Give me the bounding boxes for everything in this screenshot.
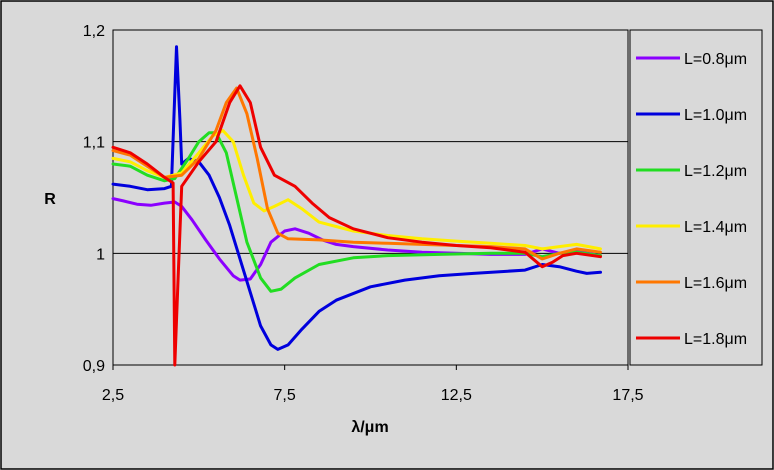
y-axis-ticks: 0,9 1 1,1 1,2 <box>83 23 105 375</box>
legend-label: L=1.0μm <box>684 107 747 124</box>
x-axis-title: λ/μm <box>351 419 388 436</box>
y-tick-label: 1 <box>96 246 105 263</box>
y-tick-label: 1,1 <box>83 135 105 152</box>
series-line-2 <box>111 45 602 351</box>
x-tick-label: 12,5 <box>441 387 472 404</box>
legend-box <box>629 29 763 366</box>
y-tick-label: 0,9 <box>83 358 105 375</box>
x-tick-label: 2,5 <box>102 387 124 404</box>
y-axis-title: R <box>44 191 56 208</box>
legend-label: L=1.4μm <box>684 219 747 236</box>
x-tick-label: 17,5 <box>612 387 643 404</box>
legend-label: L=1.6μm <box>684 275 747 292</box>
plot-area <box>112 29 629 366</box>
x-axis-ticks: 2,5 7,5 12,5 17,5 <box>102 365 644 404</box>
series-line-4 <box>111 129 602 251</box>
y-tick-label: 1,2 <box>83 23 105 40</box>
legend-label: L=1.2μm <box>684 163 747 180</box>
series-line-5 <box>111 86 602 261</box>
legend-label: L=1.8μm <box>684 331 747 348</box>
legend: L=0.8μm L=1.0μm L=1.2μm L=1.4μm L=1.6μm L=1.8… <box>636 51 747 348</box>
x-tick-label: 7,5 <box>274 387 296 404</box>
legend-label: L=0.8μm <box>684 51 747 68</box>
series-line-6 <box>111 84 602 367</box>
series-layer <box>111 45 602 367</box>
